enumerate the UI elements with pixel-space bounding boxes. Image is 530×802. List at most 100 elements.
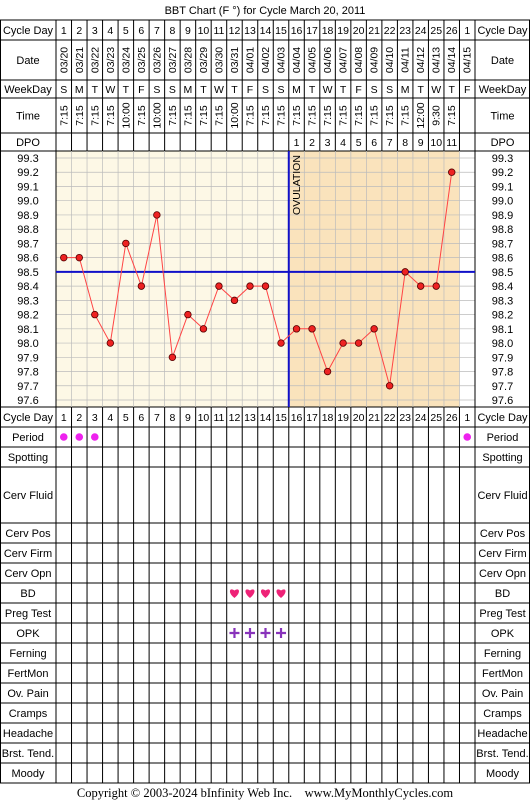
row-cycle-day-label-right: Cycle Day xyxy=(477,412,528,424)
date-value: 04/04 xyxy=(291,47,303,73)
y-tick-right: 98.4 xyxy=(492,281,513,293)
weekday-value: W xyxy=(105,84,115,96)
date-value: 03/30 xyxy=(213,47,225,73)
cycle-day-value: 22 xyxy=(384,25,396,37)
plus-icon xyxy=(229,628,240,638)
cycle-day-value: 4 xyxy=(107,412,113,424)
weekday-label-left: WeekDay xyxy=(4,84,52,96)
temperature-point xyxy=(137,282,146,290)
temperature-point xyxy=(432,282,440,290)
cycle-day-value: 13 xyxy=(244,25,256,37)
cycle-day-value: 9 xyxy=(185,412,191,424)
y-tick-right: 98.2 xyxy=(492,310,513,322)
row-cerv-firm-label-left: Cerv Firm xyxy=(4,548,52,560)
temperature-point xyxy=(401,268,409,276)
cycle-day-value: 18 xyxy=(322,412,334,424)
cycle-day-value: 23 xyxy=(399,25,411,37)
y-tick-right: 99.1 xyxy=(492,181,513,193)
y-tick-left: 98.5 xyxy=(17,267,38,279)
y-tick-right: 99.0 xyxy=(492,196,513,208)
temperature-line xyxy=(63,172,453,386)
row-cramps-label-left: Cramps xyxy=(9,708,48,720)
cycle-day-value: 3 xyxy=(92,412,98,424)
cycle-day-value: 25 xyxy=(430,412,442,424)
heart-icon xyxy=(229,589,239,598)
y-tick-left: 97.8 xyxy=(17,367,38,379)
row-fertmon-label-right: FertMon xyxy=(482,668,523,680)
time-value: 7:15 xyxy=(74,105,86,126)
weekday-value: S xyxy=(169,84,176,96)
cycle-day-value: 15 xyxy=(275,25,287,37)
cycle-day-value: 4 xyxy=(107,25,113,37)
y-tick-left: 98.3 xyxy=(17,295,38,307)
period-dot xyxy=(90,433,99,441)
time-value: 7:15 xyxy=(369,105,381,126)
cycle-day-value: 3 xyxy=(92,25,98,37)
weekday-value: F xyxy=(355,84,361,96)
row-bd-label-left: BD xyxy=(20,588,35,600)
temperature-point xyxy=(184,310,192,319)
date-value: 03/20 xyxy=(58,47,70,73)
temperature-point xyxy=(168,353,177,361)
heart-icon xyxy=(245,589,255,598)
temperature-point xyxy=(230,296,239,305)
cycle-day-value: 20 xyxy=(353,25,365,37)
time-value: 7:15 xyxy=(276,105,288,126)
y-tick-right: 97.7 xyxy=(492,381,513,393)
y-tick-right: 98.8 xyxy=(492,224,513,236)
row-cerv-opn-label-left: Cerv Opn xyxy=(4,568,51,580)
time-value: 7:15 xyxy=(353,105,365,126)
row-brst-tend-label-left: Brst. Tend. xyxy=(2,748,54,760)
cycle-day-value: 1 xyxy=(61,412,67,424)
row-ov-pain-label-right: Ov. Pain xyxy=(482,688,523,700)
y-tick-right: 98.0 xyxy=(492,338,513,350)
time-value: 7:15 xyxy=(322,105,334,126)
weekday-value: F xyxy=(138,84,144,96)
y-tick-left: 99.2 xyxy=(17,167,38,179)
date-value: 03/26 xyxy=(151,47,163,73)
pre-ovulation-background xyxy=(56,151,289,407)
row-brst-tend-label-right: Brst. Tend. xyxy=(476,748,528,760)
copyright-text: Copyright © 2003-2024 bInfinity Web Inc.… xyxy=(77,786,453,800)
temperature-point xyxy=(308,325,316,333)
weekday-value: M xyxy=(292,84,301,96)
temperature-point xyxy=(323,367,332,376)
cycle-day-value: 7 xyxy=(154,25,160,37)
date-value: 03/27 xyxy=(167,47,179,73)
weekday-value: T xyxy=(340,84,347,96)
cycle-day-value: 20 xyxy=(353,412,365,424)
cycle-day-value: 2 xyxy=(76,412,82,424)
time-value: 7:15 xyxy=(384,105,396,126)
y-tick-right: 98.1 xyxy=(492,324,513,336)
time-value: 7:15 xyxy=(182,105,194,126)
y-tick-left: 98.8 xyxy=(17,224,38,236)
cycle-day-value: 14 xyxy=(260,412,272,424)
weekday-value: W xyxy=(431,84,441,96)
dpo-value: 5 xyxy=(356,137,362,149)
date-value: 04/14 xyxy=(446,47,458,73)
weekday-value: T xyxy=(417,84,424,96)
cycle-day-value: 26 xyxy=(446,412,458,424)
time-value: 7:15 xyxy=(244,105,256,126)
weekday-value: W xyxy=(214,84,224,96)
row-ferning-label-right: Ferning xyxy=(484,648,521,660)
time-value: 10:00 xyxy=(120,102,132,128)
date-value: 04/07 xyxy=(338,47,350,73)
row-opk-label-left: OPK xyxy=(16,628,40,640)
dpo-value: 10 xyxy=(430,137,442,149)
row-fertmon-label-left: FertMon xyxy=(8,668,49,680)
date-value: 03/23 xyxy=(105,47,117,73)
row-preg-test-label-left: Preg Test xyxy=(5,608,51,620)
row-preg-test-label-right: Preg Test xyxy=(479,608,525,620)
date-value: 03/28 xyxy=(182,47,194,73)
row-headache-label-left: Headache xyxy=(3,728,53,740)
weekday-label-right: WeekDay xyxy=(479,84,527,96)
y-tick-left: 98.6 xyxy=(17,253,38,265)
cycle-day-value: 7 xyxy=(154,412,160,424)
row-cerv-firm-label-right: Cerv Firm xyxy=(478,548,526,560)
temperature-point xyxy=(261,282,270,290)
weekday-value: T xyxy=(200,84,207,96)
temperature-point xyxy=(246,282,254,290)
ovulation-label: OVULATION xyxy=(291,155,303,215)
y-tick-left: 98.2 xyxy=(17,310,38,322)
